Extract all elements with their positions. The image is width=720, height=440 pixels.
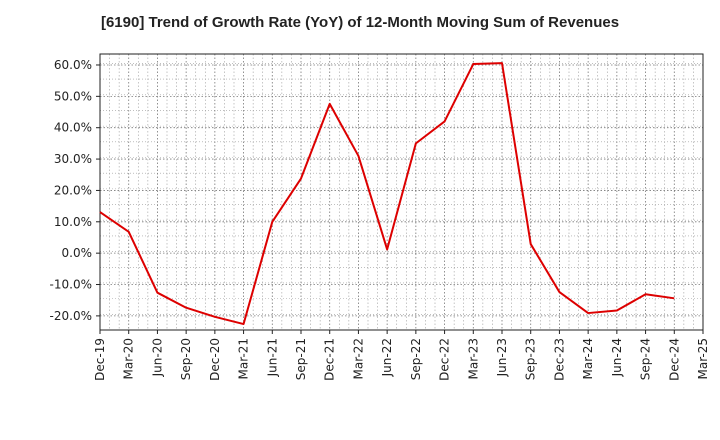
x-tick-label: Dec-22	[438, 338, 452, 381]
x-tick-label: Jun-22	[380, 338, 394, 377]
x-tick-label: Sep-20	[179, 338, 193, 380]
x-tick-label: Mar-20	[122, 338, 136, 379]
y-tick-label: 60.0%	[54, 58, 92, 72]
y-tick-label: 40.0%	[54, 121, 92, 135]
x-tick-label: Dec-23	[552, 338, 566, 381]
y-tick-label: 20.0%	[54, 183, 92, 197]
x-tick-label: Jun-24	[610, 338, 624, 377]
y-tick-label: 30.0%	[54, 152, 92, 166]
x-tick-label: Mar-23	[466, 338, 480, 379]
y-tick-label: -10.0%	[50, 278, 92, 292]
x-tick-label: Mar-22	[351, 338, 365, 379]
x-tick-label: Sep-22	[409, 338, 423, 380]
x-tick-label: Jun-23	[495, 338, 509, 377]
x-tick-label: Sep-23	[524, 338, 538, 380]
x-tick-label: Sep-24	[639, 338, 653, 380]
x-tick-label: Dec-20	[208, 338, 222, 381]
series-line	[99, 62, 675, 326]
y-tick-label: 10.0%	[54, 215, 92, 229]
x-tick-label: Mar-24	[581, 338, 595, 379]
x-tick-label: Jun-21	[265, 338, 279, 377]
x-tick-label: Dec-24	[667, 338, 681, 381]
x-tick-label: Mar-21	[237, 338, 251, 379]
y-tick-label: 50.0%	[54, 89, 92, 103]
x-tick-label: Dec-19	[93, 338, 107, 381]
y-tick-label: -20.0%	[50, 309, 92, 323]
plot-frame	[99, 53, 704, 331]
x-tick-label: Jun-20	[150, 338, 164, 377]
x-tick-label: Dec-21	[323, 338, 337, 381]
x-tick-label: Mar-25	[696, 338, 710, 379]
y-tick-label: 0.0%	[62, 246, 93, 260]
x-tick-label: Sep-21	[294, 338, 308, 380]
chart-title: [6190] Trend of Growth Rate (YoY) of 12-…	[100, 14, 620, 31]
